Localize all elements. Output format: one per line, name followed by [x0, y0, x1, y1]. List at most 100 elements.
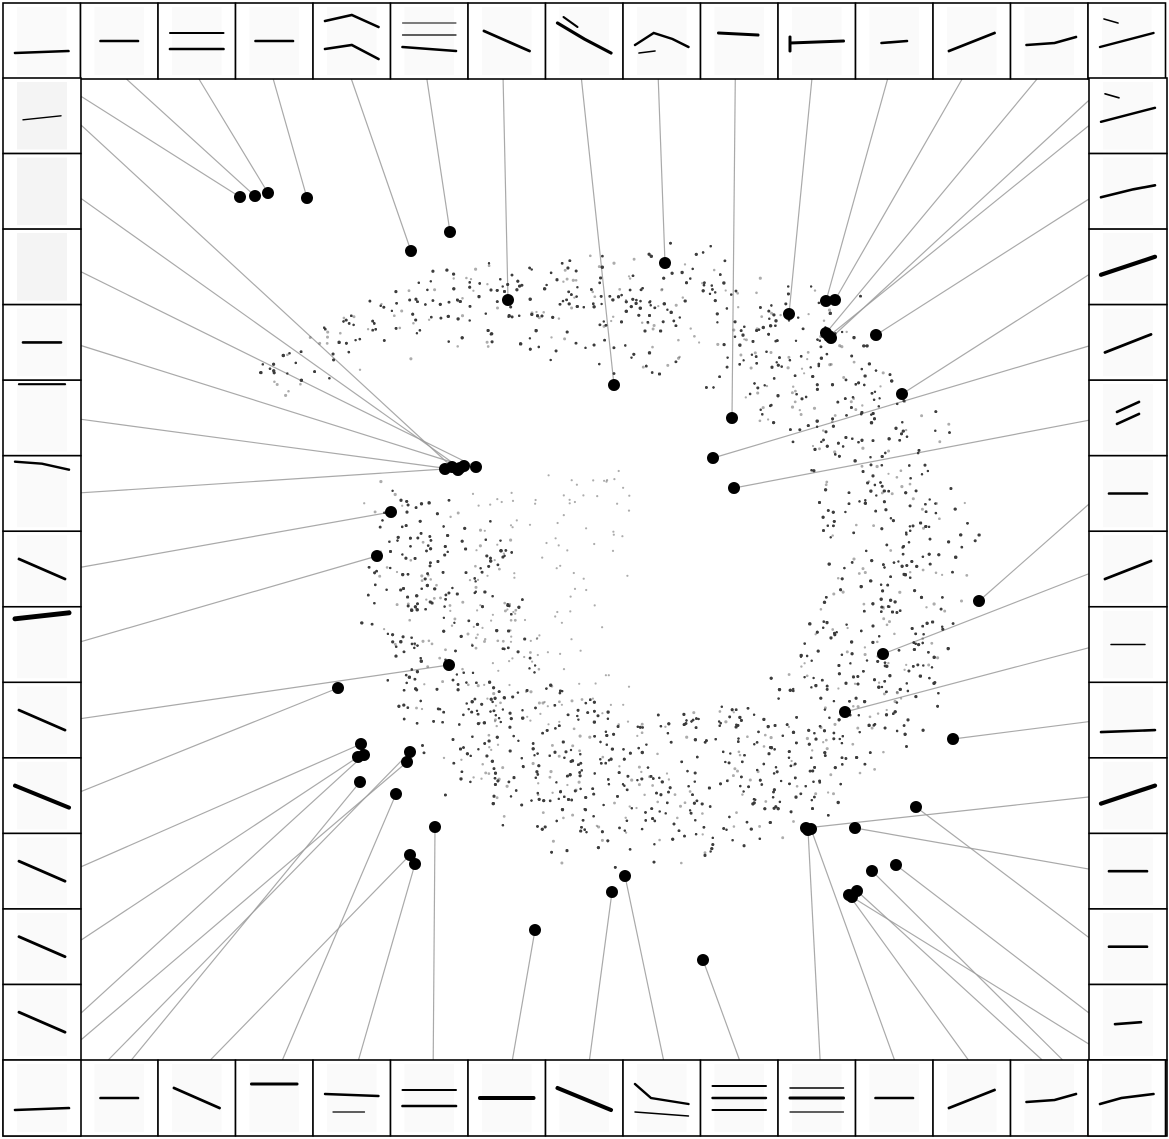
- scatter-point: [610, 747, 614, 751]
- scatter-point: [852, 557, 856, 561]
- scatter-point: [917, 449, 921, 452]
- scatter-point: [689, 811, 693, 815]
- leader-line: [45, 761, 408, 1071]
- scatter-point: [501, 647, 505, 650]
- scatter-point: [701, 251, 705, 254]
- leader-line: [200, 854, 411, 1071]
- leader-line: [510, 929, 536, 1071]
- leader-line: [875, 190, 1102, 336]
- scatter-point: [530, 268, 533, 271]
- scatter-point: [616, 725, 620, 728]
- scatter-point: [412, 321, 415, 325]
- scatter-point: [938, 440, 942, 444]
- scatter-point: [769, 351, 773, 354]
- scatter-point: [825, 480, 829, 484]
- scatter-point: [688, 790, 692, 793]
- scatter-point: [468, 281, 471, 284]
- scatter-point: [787, 673, 791, 676]
- scatter-point: [651, 784, 654, 787]
- scatter-point: [772, 788, 776, 792]
- scatter-point: [859, 294, 862, 298]
- scatter-point: [758, 837, 762, 841]
- leader-line: [848, 894, 977, 1071]
- scatter-point: [400, 525, 404, 529]
- scatter-point: [960, 599, 963, 603]
- scatter-point: [545, 687, 548, 690]
- scatter-point: [908, 576, 912, 579]
- scatter-point: [821, 429, 825, 432]
- scatter-point: [837, 687, 840, 690]
- scatter-point: [575, 304, 579, 309]
- leader-line: [805, 795, 1102, 829]
- scatter-point: [651, 327, 655, 331]
- scatter-point: [678, 804, 683, 808]
- scatter-point: [828, 363, 832, 367]
- scatter-point: [884, 508, 888, 512]
- scatter-point: [630, 356, 633, 359]
- scatter-point: [569, 760, 573, 763]
- scatter-point: [472, 776, 475, 779]
- scatter-point: [449, 515, 452, 519]
- scatter-point: [603, 338, 606, 342]
- scatter-point: [702, 826, 706, 829]
- scatter-point: [641, 726, 644, 729]
- scatter-point: [563, 337, 567, 341]
- scatter-point: [602, 324, 606, 328]
- scatter-point: [822, 741, 825, 744]
- scatter-point: [416, 602, 419, 606]
- scatter-point: [672, 319, 676, 323]
- scatter-point: [898, 590, 902, 594]
- scatter-point: [811, 807, 814, 811]
- scatter-point: [904, 428, 908, 432]
- scatter-point: [742, 359, 745, 362]
- scatter-point: [829, 363, 833, 366]
- scatter-point: [858, 500, 861, 503]
- scatter-point: [876, 712, 880, 715]
- leader-line: [807, 829, 822, 1071]
- leader-line: [882, 568, 1102, 655]
- scatter-point: [645, 364, 648, 368]
- scatter-point: [862, 602, 866, 606]
- scatter-point: [579, 761, 583, 765]
- scatter-point: [803, 675, 806, 679]
- scatter-point: [553, 750, 557, 754]
- scatter-point: [861, 470, 865, 473]
- scatter-point: [507, 315, 510, 318]
- leader-line: [432, 826, 436, 1071]
- scatter-point: [807, 312, 810, 316]
- leader-line: [269, 68, 308, 199]
- scatter-point: [568, 259, 572, 263]
- scatter-point: [382, 627, 386, 631]
- scatter-point: [831, 628, 835, 631]
- scatter-point: [905, 531, 908, 534]
- scatter-point: [889, 549, 893, 552]
- scatter-point: [895, 611, 899, 614]
- scatter-point: [895, 691, 899, 694]
- scatter-point: [491, 802, 495, 806]
- scatter-point: [514, 608, 518, 612]
- scatter-point: [803, 662, 806, 665]
- scatter-point: [737, 750, 741, 754]
- scatter-point: [718, 710, 722, 713]
- scatter-point: [692, 711, 696, 715]
- background-point-cloud: [259, 241, 981, 869]
- scatter-point: [474, 636, 478, 640]
- scatter-point: [871, 412, 875, 415]
- scatter-point: [920, 507, 924, 511]
- scatter-point: [772, 772, 776, 775]
- scatter-point: [844, 681, 848, 685]
- leader-line: [702, 959, 744, 1071]
- scatter-point: [657, 304, 660, 308]
- scatter-point: [859, 585, 863, 589]
- scatter-point: [966, 522, 969, 525]
- scatter-point: [420, 574, 424, 578]
- scatter-point: [823, 754, 827, 757]
- scatter-point: [514, 789, 518, 792]
- scatter-point: [932, 655, 936, 659]
- scatter-point: [863, 652, 867, 657]
- scatter-point: [540, 314, 544, 318]
- scatter-point: [937, 691, 940, 695]
- scatter-point: [731, 774, 735, 778]
- scatter-point: [903, 573, 907, 577]
- scatter-point: [769, 324, 773, 328]
